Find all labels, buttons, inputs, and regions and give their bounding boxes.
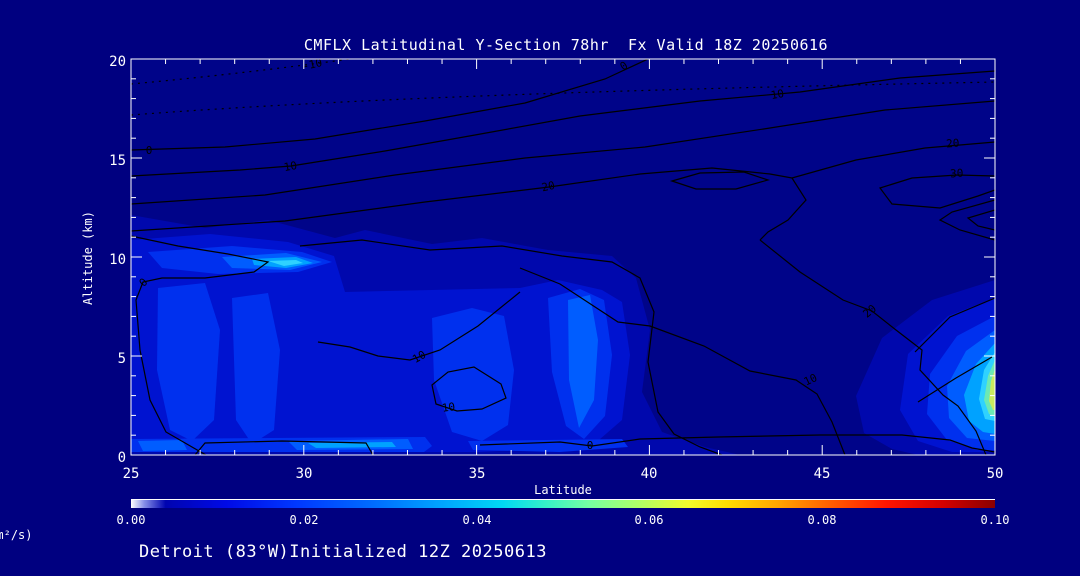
colorbar-tick-label: 0.08 bbox=[807, 513, 837, 527]
contour-label: 20 bbox=[540, 179, 556, 194]
station-init-label: Detroit (83°W)Initialized 12Z 20250613 bbox=[139, 542, 547, 562]
contour-label: 10 bbox=[441, 400, 456, 415]
contour-label: 30 bbox=[950, 167, 964, 181]
axis-ticks bbox=[130, 58, 996, 456]
colorbar bbox=[131, 499, 995, 508]
contour-label: 10 bbox=[410, 348, 428, 366]
colorbar-tick-label: 0.06 bbox=[634, 513, 664, 527]
contour-label: 10 bbox=[283, 159, 298, 174]
contour-label: 0 bbox=[146, 144, 153, 157]
contour-label: 10 bbox=[770, 87, 785, 102]
y-tick-label: 15 bbox=[109, 153, 126, 169]
colorbar-tick-label: 0.00 bbox=[116, 513, 146, 527]
y-tick-label: 20 bbox=[109, 54, 126, 70]
y-tick-label: 10 bbox=[109, 252, 126, 268]
x-tick-label: 25 bbox=[122, 466, 140, 482]
x-tick-label: 50 bbox=[986, 466, 1004, 482]
colorbar-tick-label: 0.04 bbox=[462, 513, 492, 527]
y-tick-label: 5 bbox=[117, 351, 126, 367]
colorbar-units-label: (kg/m²/s) bbox=[0, 528, 33, 542]
contour-label: -10 bbox=[301, 56, 323, 73]
filled-contour-field bbox=[131, 59, 995, 455]
x-tick-label: 30 bbox=[295, 466, 313, 482]
contour-labels: -10 0 10 20 30 0 10 20 0 10 10 20 10 0 bbox=[137, 56, 964, 452]
x-tick-label: 40 bbox=[640, 466, 658, 482]
contour-label: 20 bbox=[946, 137, 960, 151]
line-contours bbox=[131, 59, 995, 455]
x-tick-label: 45 bbox=[813, 466, 831, 482]
colorbar-tick-label: 0.02 bbox=[289, 513, 319, 527]
chart-title: CMFLX Latitudinal Y-Section 78hr Fx Vali… bbox=[303, 36, 829, 54]
y-tick-label: 0 bbox=[117, 450, 126, 466]
contour-label: 10 bbox=[802, 371, 820, 388]
colorbar-tick-label: 0.10 bbox=[980, 513, 1010, 527]
x-tick-label: 35 bbox=[468, 466, 486, 482]
x-axis-title: Latitude bbox=[534, 483, 592, 497]
contour-label: 0 bbox=[587, 439, 594, 452]
